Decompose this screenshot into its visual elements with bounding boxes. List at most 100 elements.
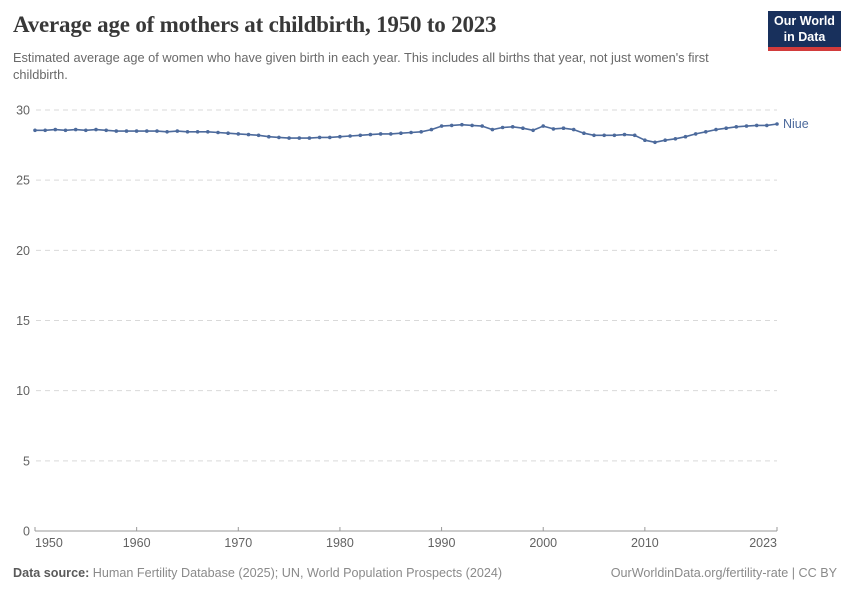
data-point[interactable]	[531, 128, 535, 133]
series-label-niue[interactable]: Niue	[783, 117, 809, 131]
data-point[interactable]	[663, 138, 667, 142]
data-point[interactable]	[216, 130, 220, 135]
data-point[interactable]	[53, 127, 58, 132]
x-tick-label: 1960	[123, 536, 151, 550]
data-source-text: Human Fertility Database (2025); UN, Wor…	[89, 566, 503, 580]
data-point[interactable]	[622, 132, 627, 137]
data-point[interactable]	[348, 134, 352, 138]
data-point[interactable]	[419, 130, 424, 134]
data-point[interactable]	[63, 128, 68, 133]
data-point[interactable]	[754, 123, 759, 128]
data-point[interactable]	[124, 129, 129, 133]
data-point[interactable]	[775, 122, 779, 126]
data-point[interactable]	[449, 123, 454, 128]
data-point[interactable]	[195, 130, 200, 134]
data-point[interactable]	[653, 140, 657, 145]
data-point[interactable]	[338, 134, 342, 139]
y-tick-label: 30	[16, 104, 30, 118]
y-tick-label: 0	[23, 525, 30, 539]
data-point[interactable]	[226, 131, 230, 135]
data-point[interactable]	[368, 132, 373, 137]
data-point[interactable]	[693, 132, 698, 136]
data-point[interactable]	[714, 127, 718, 132]
chart-title: Average age of mothers at childbirth, 19…	[13, 12, 497, 37]
x-tick-label: 2000	[529, 536, 557, 550]
data-point[interactable]	[551, 127, 556, 131]
owid-logo-line2: in Data	[783, 29, 826, 44]
data-point[interactable]	[704, 130, 708, 134]
owid-logo[interactable]: Our World in Data	[768, 11, 841, 51]
data-point[interactable]	[510, 125, 515, 129]
data-point[interactable]	[297, 136, 302, 140]
data-point[interactable]	[33, 128, 37, 133]
x-tick-label: 1990	[428, 536, 456, 550]
data-point[interactable]	[460, 122, 464, 127]
data-point[interactable]	[409, 130, 413, 135]
data-point[interactable]	[541, 124, 545, 128]
data-point[interactable]	[724, 126, 728, 130]
data-point[interactable]	[267, 134, 271, 139]
data-point[interactable]	[602, 133, 606, 138]
data-point[interactable]	[734, 125, 739, 129]
data-point[interactable]	[429, 127, 434, 132]
x-tick-label: 2010	[631, 536, 659, 550]
x-tick-label: 1950	[35, 536, 63, 550]
data-source: Data source: Human Fertility Database (2…	[13, 566, 502, 580]
chart-subtitle: Estimated average age of women who have …	[13, 50, 709, 82]
data-point[interactable]	[389, 132, 393, 136]
data-point[interactable]	[114, 129, 119, 133]
data-point[interactable]	[84, 128, 88, 133]
y-tick-label: 15	[16, 314, 30, 328]
data-point[interactable]	[277, 135, 281, 140]
data-point[interactable]	[571, 127, 576, 132]
data-point[interactable]	[470, 123, 474, 128]
x-tick-label: 1970	[224, 536, 252, 550]
data-point[interactable]	[104, 128, 108, 133]
data-point[interactable]	[612, 133, 617, 138]
data-point[interactable]	[134, 129, 139, 133]
x-tick-label: 1980	[326, 536, 354, 550]
data-point[interactable]	[399, 131, 403, 135]
chart-footer: Data source: Human Fertility Database (2…	[13, 566, 837, 580]
data-point[interactable]	[683, 134, 688, 139]
data-point[interactable]	[307, 136, 312, 140]
data-point[interactable]	[378, 132, 383, 136]
data-point[interactable]	[632, 133, 637, 138]
data-point[interactable]	[521, 126, 525, 130]
data-point[interactable]	[328, 135, 332, 140]
data-point[interactable]	[561, 126, 566, 130]
data-point[interactable]	[145, 129, 149, 133]
data-point[interactable]	[582, 131, 586, 135]
y-tick-label: 10	[16, 384, 30, 398]
data-point[interactable]	[155, 129, 159, 133]
data-point[interactable]	[765, 123, 769, 128]
data-source-label: Data source:	[13, 566, 90, 580]
data-point[interactable]	[439, 124, 444, 128]
data-point[interactable]	[256, 133, 261, 138]
y-tick-label: 5	[23, 454, 30, 468]
data-point[interactable]	[246, 132, 251, 137]
y-tick-label: 25	[16, 174, 30, 188]
credit-link[interactable]: OurWorldinData.org/fertility-rate | CC B…	[610, 566, 837, 580]
data-point[interactable]	[43, 128, 47, 133]
data-point[interactable]	[643, 138, 647, 142]
data-point[interactable]	[94, 127, 98, 132]
data-point[interactable]	[317, 135, 322, 140]
data-point[interactable]	[358, 133, 363, 138]
data-point[interactable]	[175, 129, 180, 133]
data-point[interactable]	[480, 124, 485, 128]
data-point[interactable]	[592, 133, 596, 138]
line-chart[interactable]: 0 5 10 15 20 25 30 1950 1960 1970 1980 1990 2000 2010…	[0, 0, 850, 560]
data-point[interactable]	[73, 127, 78, 132]
data-point[interactable]	[500, 125, 505, 130]
data-point[interactable]	[287, 136, 291, 140]
data-point[interactable]	[165, 130, 169, 134]
data-point[interactable]	[185, 130, 190, 134]
y-tick-label: 20	[16, 244, 30, 258]
data-point[interactable]	[744, 124, 749, 128]
data-point[interactable]	[673, 137, 678, 141]
x-tick-label: 2023	[749, 536, 777, 550]
data-point[interactable]	[490, 127, 495, 132]
data-point[interactable]	[236, 132, 241, 136]
data-point[interactable]	[206, 130, 210, 134]
